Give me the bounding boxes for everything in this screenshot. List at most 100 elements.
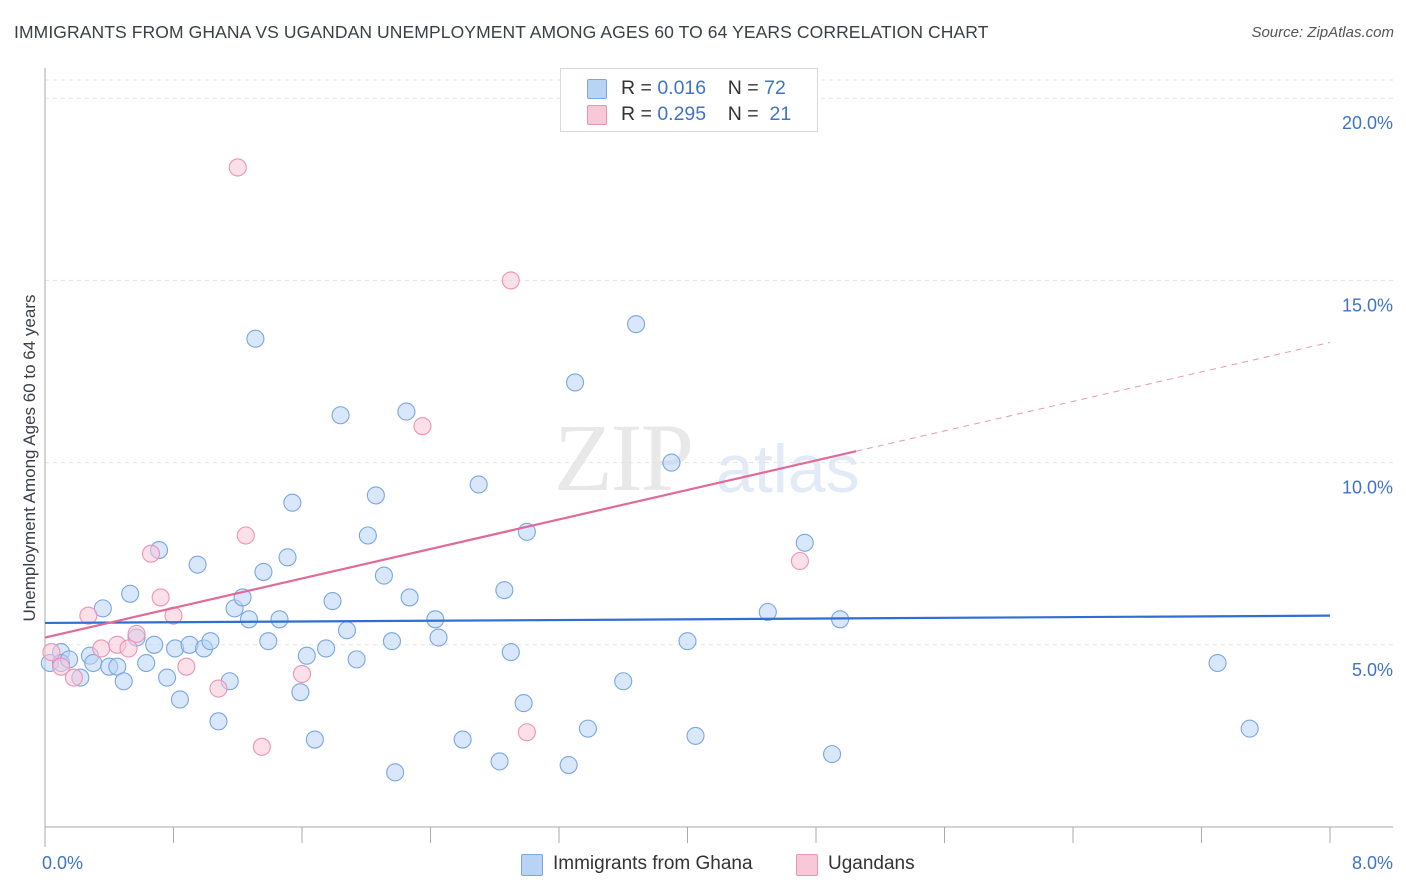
ugandan-point <box>292 664 312 684</box>
y-tick-label: 15.0% <box>1342 295 1393 315</box>
y-tick-label: 20.0% <box>1342 113 1393 133</box>
ghana-point <box>201 632 220 651</box>
ugandan-point <box>517 723 536 742</box>
ghana-point <box>429 628 448 647</box>
ghana-point <box>614 672 633 691</box>
ghana-point <box>270 610 289 629</box>
ugandan-point <box>790 551 809 571</box>
label-layer: 5.0% 10.0% 15.0% 20.0% 0.0% 8.0% <box>42 113 1393 873</box>
ghana-point <box>823 745 842 764</box>
ghana-point <box>1208 653 1227 673</box>
ghana-point <box>93 599 112 618</box>
legend-r-label: R = <box>621 103 658 125</box>
ghana-point <box>566 373 585 392</box>
legend-text-ugandans: R = 0.295 N = 21 <box>621 103 791 126</box>
ghana-point <box>259 632 278 651</box>
bottom-legend-label-ghana: Immigrants from Ghana <box>553 853 753 874</box>
ghana-point <box>188 555 207 574</box>
ugandan-point <box>92 639 111 658</box>
ghana-point <box>137 653 156 673</box>
ghana-point <box>283 493 302 512</box>
ugandan-point <box>252 737 271 756</box>
ghana-point <box>469 475 488 494</box>
ghana-point <box>254 562 273 581</box>
ghana-point <box>758 602 777 622</box>
ugandan-point <box>151 588 170 607</box>
ghana-point <box>578 719 597 738</box>
legend-r-label: R = <box>621 77 658 99</box>
ugandan-point <box>52 657 71 676</box>
bottom-legend-swatch-ugandans <box>796 854 818 876</box>
ghana-point <box>337 621 357 640</box>
ghana-point <box>246 329 265 348</box>
ghana-point <box>170 690 189 709</box>
ugandan-trend-line <box>44 450 857 639</box>
ghana-trend-line <box>44 614 1331 625</box>
ghana-point <box>453 730 472 749</box>
ghana-point <box>795 533 814 552</box>
legend-n-value: 72 <box>764 77 786 99</box>
ugandan-point <box>209 679 228 698</box>
watermark-atlas: atlas <box>716 431 860 507</box>
ghana-point <box>305 730 324 749</box>
ghana-point <box>386 763 405 782</box>
legend-swatch-ugandans <box>587 105 607 125</box>
points-layer <box>40 158 1259 782</box>
ghana-point <box>323 592 342 611</box>
ugandan-point <box>119 639 138 658</box>
legend-n-label: N = <box>727 103 765 125</box>
ghana-point <box>239 610 259 629</box>
ghana-point <box>382 632 402 651</box>
legend-n-label: N = <box>727 77 765 99</box>
bottom-legend-label-ugandans: Ugandans <box>828 853 915 874</box>
ugandan-point <box>228 158 247 177</box>
ghana-point <box>374 566 393 585</box>
legend-r-value: 0.016 <box>657 77 707 99</box>
ghana-point <box>559 756 578 775</box>
ghana-point <box>158 668 177 687</box>
trend-layer <box>44 341 1331 639</box>
ugandan-trend-extension <box>856 341 1331 452</box>
legend-r-value: 0.295 <box>657 103 707 125</box>
ghana-point <box>209 712 228 731</box>
ugandan-point <box>64 668 83 687</box>
ghana-point <box>297 646 316 665</box>
ghana-point <box>121 584 140 603</box>
ghana-point <box>397 402 416 421</box>
ghana-point <box>495 581 514 600</box>
ugandan-point <box>79 606 98 625</box>
ghana-point <box>400 588 419 607</box>
ugandan-point <box>236 526 255 545</box>
ghana-point <box>331 406 350 425</box>
bottom-legend-swatch-ghana <box>521 854 543 876</box>
ghana-point <box>490 752 509 771</box>
ghana-point <box>662 453 681 472</box>
ghana-point <box>347 650 366 669</box>
ghana-point <box>114 672 133 691</box>
legend-swatch-ghana <box>587 79 607 99</box>
ugandan-point <box>42 643 61 662</box>
ghana-point <box>366 486 385 505</box>
ghana-point <box>317 639 336 658</box>
ugandan-point <box>141 544 161 563</box>
x-tick-label: 0.0% <box>42 853 83 873</box>
ghana-point <box>678 632 697 651</box>
ghana-point <box>278 548 297 567</box>
source-label: Source: ZipAtlas.com <box>1251 24 1394 41</box>
ghana-point <box>145 635 164 654</box>
y-tick-label: 10.0% <box>1342 478 1393 498</box>
ghana-point <box>686 726 705 745</box>
legend: R = 0.016 N = 72 R = 0.295 N = 21 <box>560 68 818 132</box>
axis-layer <box>44 68 1393 847</box>
legend-text-ghana: R = 0.016 N = 72 <box>621 77 786 100</box>
grid-layer <box>45 79 1395 646</box>
chart-title: IMMIGRANTS FROM GHANA VS UGANDAN UNEMPLO… <box>14 22 989 42</box>
legend-n-value: 21 <box>769 103 792 125</box>
ghana-point <box>291 683 310 702</box>
ghana-point <box>426 610 445 629</box>
ghana-point <box>514 694 533 713</box>
ugandan-point <box>501 271 520 290</box>
ghana-point <box>627 315 646 334</box>
ghana-point <box>1240 719 1259 738</box>
